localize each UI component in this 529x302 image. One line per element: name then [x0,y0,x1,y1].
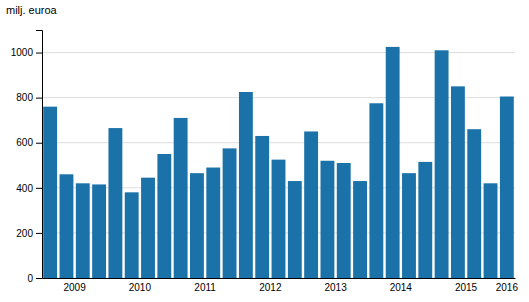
y-tick: 0 [27,273,42,284]
bar [255,136,269,278]
bar [304,131,318,278]
x-tick: 2015 [442,278,478,293]
bar [141,178,155,278]
y-axis: 0 200 400 600 800 1000 [11,31,43,284]
bar [500,97,514,278]
y-tick-mark [36,278,42,279]
x-axis-line [43,278,516,279]
bar [108,128,122,278]
bar [125,192,139,278]
y-tick-mark [36,143,42,144]
y-tick-label: 600 [16,137,33,148]
bar [451,86,465,278]
bar [43,107,57,278]
x-tick-label: 2012 [259,282,282,293]
y-tick-mark [36,53,42,54]
bar [76,183,90,278]
bar [467,129,481,278]
x-tick-label: 2015 [455,282,478,293]
bar [369,103,383,278]
bar [92,184,106,278]
bar [337,163,351,278]
bar [435,50,449,278]
bar [288,181,302,278]
y-tick-label: 800 [16,92,33,103]
y-tick-label: 400 [16,183,33,194]
x-tick: 2016 [496,278,519,293]
bar [206,168,220,278]
bar [272,160,286,278]
y-tick: 1000 [11,47,42,58]
x-tick: 2013 [311,278,347,293]
y-tick-label: 200 [16,228,33,239]
y-tick: 800 [16,92,42,103]
bar [353,181,367,278]
x-tick-label: 2014 [390,282,413,293]
bar [418,162,432,278]
y-tick: 600 [16,137,42,148]
y-tick-mark [36,233,42,234]
x-tick-label: 2016 [496,282,519,293]
bar [386,47,400,278]
bar [157,154,171,278]
bar [190,173,204,278]
x-tick: 2014 [376,278,412,293]
bar [484,183,498,278]
bar [223,148,237,278]
y-tick: 200 [16,228,42,239]
bar [60,174,74,278]
y-tick: 400 [16,183,42,194]
y-tick-label: 0 [27,273,33,284]
x-axis: 2009 2010 2011 2012 2013 2014 2015 2016 [43,278,519,293]
x-tick-label: 2013 [324,282,347,293]
bar [402,173,416,278]
x-tick-label: 2010 [129,282,152,293]
x-tick: 2012 [246,278,282,293]
bar [320,161,334,278]
x-tick: 2010 [115,278,151,293]
x-tick: 2009 [50,278,86,293]
x-tick-label: 2011 [194,282,216,293]
plot: 0 200 400 600 800 1000 2009 2010 2011 2012 2013 201… [11,31,519,294]
y-tick-label: 1000 [11,47,34,58]
chart: 0 200 400 600 800 1000 2009 2010 2011 2012 2013 201… [0,0,529,302]
bar [239,92,253,278]
y-tick-mark [36,98,42,99]
y-axis-title: milj. euroa [6,4,58,16]
x-tick-label: 2009 [63,282,86,293]
x-tick: 2011 [181,278,217,293]
y-axis-line [36,31,43,279]
bar [174,118,188,278]
y-tick-mark [36,188,42,189]
bars [43,47,514,278]
